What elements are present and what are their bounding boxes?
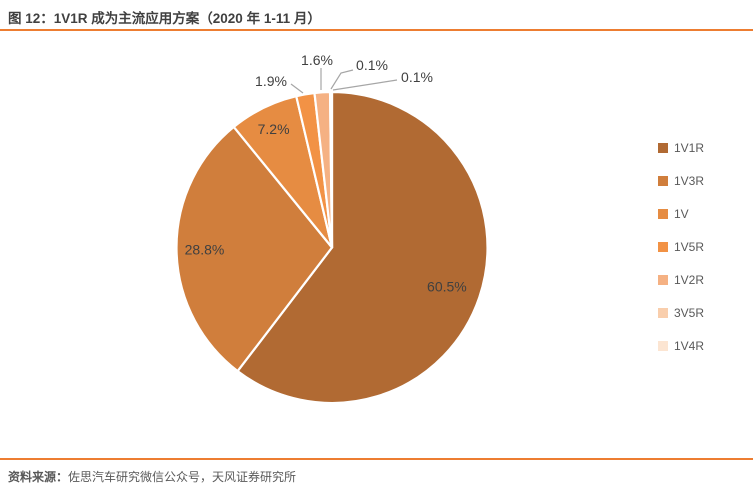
legend-swatch: [658, 340, 668, 351]
legend-label: 1V: [674, 206, 689, 221]
source-text: 佐思汽车研究微信公众号，天风证券研究所: [68, 470, 297, 484]
data-label: 1.6%: [301, 52, 333, 68]
legend-label: 1V2R: [674, 272, 705, 287]
legend-item-3V5R: 3V5R: [658, 296, 704, 329]
legend-swatch: [658, 142, 668, 153]
pie-slice-1V4R: [329, 90, 334, 249]
figure-title: 图 12：1V1R 成为主流应用方案（2020 年 1-11 月）: [8, 11, 321, 26]
data-label: 28.8%: [185, 242, 225, 258]
source-line: 资料来源：佐思汽车研究微信公众号，天风证券研究所: [0, 460, 753, 485]
figure-footer: 资料来源：佐思汽车研究微信公众号，天风证券研究所: [0, 458, 753, 493]
pie-slice-1V3R: [175, 125, 334, 373]
legend: 1V1R 1V3R 1V 1V5R 1V2R 3V5R 1V4R: [658, 131, 704, 362]
legend-item-1V3R: 1V3R: [658, 164, 704, 197]
data-label: 0.1%: [401, 69, 433, 85]
legend-label: 1V1R: [674, 140, 705, 155]
data-label: 60.5%: [427, 278, 467, 294]
legend-item-1V5R: 1V5R: [658, 230, 704, 263]
legend-label: 3V5R: [674, 305, 705, 320]
legend-item-1V: 1V: [658, 197, 704, 230]
data-label: 0.1%: [356, 57, 388, 73]
legend-swatch: [658, 274, 668, 285]
legend-swatch: [658, 307, 668, 318]
pie-slice-1V1R: [236, 90, 489, 405]
leader-line: [290, 83, 304, 94]
legend-label: 1V3R: [674, 173, 705, 188]
figure-header: 图 12：1V1R 成为主流应用方案（2020 年 1-11 月）: [0, 0, 753, 31]
legend-swatch: [658, 175, 668, 186]
data-label: 1.9%: [255, 73, 287, 89]
data-label: 7.2%: [258, 121, 290, 137]
legend-item-1V1R: 1V1R: [658, 131, 704, 164]
legend-swatch: [658, 241, 668, 252]
legend-label: 1V4R: [674, 338, 705, 353]
source-label: 资料来源：: [8, 470, 69, 484]
legend-label: 1V5R: [674, 239, 705, 254]
leader-line: [332, 79, 398, 91]
legend-item-1V4R: 1V4R: [658, 329, 704, 362]
legend-item-1V2R: 1V2R: [658, 263, 704, 296]
leader-line: [330, 69, 354, 90]
legend-swatch: [658, 208, 668, 219]
